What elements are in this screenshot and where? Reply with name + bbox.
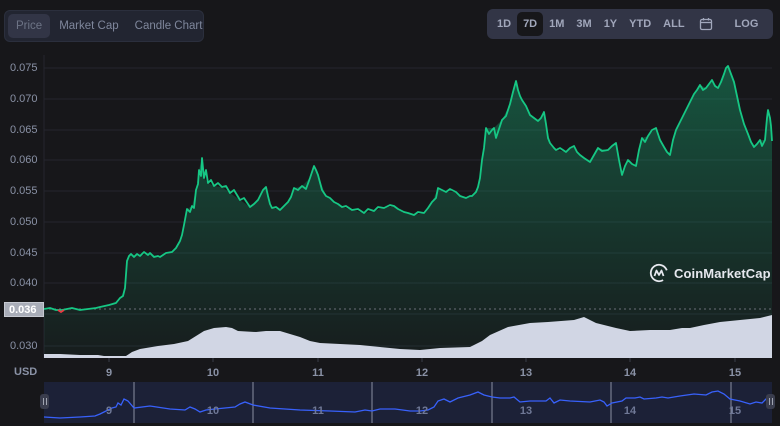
x-tick-label: 9: [105, 367, 113, 379]
price-area: [44, 66, 772, 358]
y-tick-label: 0.075: [10, 62, 38, 74]
navigator-label: 13: [519, 405, 533, 417]
navigator-left-handle[interactable]: [40, 394, 49, 409]
range-1d[interactable]: 1D: [497, 18, 512, 30]
y-tick-label: 0.030: [10, 340, 38, 352]
y-tick-label: 0.065: [10, 124, 38, 136]
range-1y[interactable]: 1Y: [603, 18, 618, 30]
coinmarketcap-watermark: CoinMarketCap: [649, 263, 771, 283]
navigator-label: 9: [105, 405, 113, 417]
coinmarketcap-logo-icon: [649, 263, 669, 283]
range-1m[interactable]: 1M: [549, 18, 565, 30]
y-tick-label: 0.040: [10, 277, 38, 289]
price-line-down-segment: [57, 309, 65, 314]
navigator-line: [43, 390, 770, 419]
current-price-label: 0.036: [4, 302, 44, 317]
tab-candle-chart[interactable]: Candle Chart: [134, 20, 203, 32]
navigator-right-handle[interactable]: [766, 394, 775, 409]
x-tick-label: 11: [312, 367, 324, 379]
x-tick-label: 15: [728, 367, 742, 379]
navigator-label: 14: [623, 405, 637, 417]
y-tick-label: 0.060: [10, 154, 38, 166]
navigator-label: 11: [312, 405, 324, 417]
view-tabs: Price Market Cap Candle Chart: [4, 10, 204, 42]
range-7d[interactable]: 7D: [517, 12, 544, 36]
tab-price[interactable]: Price: [8, 14, 51, 38]
x-tick-label: 14: [623, 367, 637, 379]
range-ytd[interactable]: YTD: [629, 18, 652, 30]
price-line: [43, 65, 773, 311]
y-tick-label: 0.055: [10, 185, 38, 197]
y-tick-label: 0.070: [10, 93, 38, 105]
x-tick-label: 10: [206, 367, 220, 379]
calendar-icon: [699, 18, 712, 31]
volume-area: [44, 315, 772, 358]
y-tick-label: 0.045: [10, 247, 38, 259]
navigator-label: 12: [415, 405, 429, 417]
time-range-selector: 1D 7D 1M 3M 1Y YTD ALL LOG: [487, 9, 773, 39]
log-scale-toggle[interactable]: LOG: [734, 18, 759, 30]
watermark-text: CoinMarketCap: [674, 265, 771, 281]
currency-label: USD: [14, 366, 38, 378]
range-3m[interactable]: 3M: [576, 18, 592, 30]
range-navigator[interactable]: [44, 382, 772, 423]
x-tick-label: 12: [415, 367, 429, 379]
navigator-label: 15: [728, 405, 742, 417]
x-tick-label: 13: [519, 367, 533, 379]
navigator-label: 10: [206, 405, 220, 417]
tab-market-cap[interactable]: Market Cap: [59, 20, 119, 32]
y-tick-label: 0.050: [10, 216, 38, 228]
calendar-button[interactable]: [691, 12, 721, 36]
range-all[interactable]: ALL: [663, 18, 685, 30]
